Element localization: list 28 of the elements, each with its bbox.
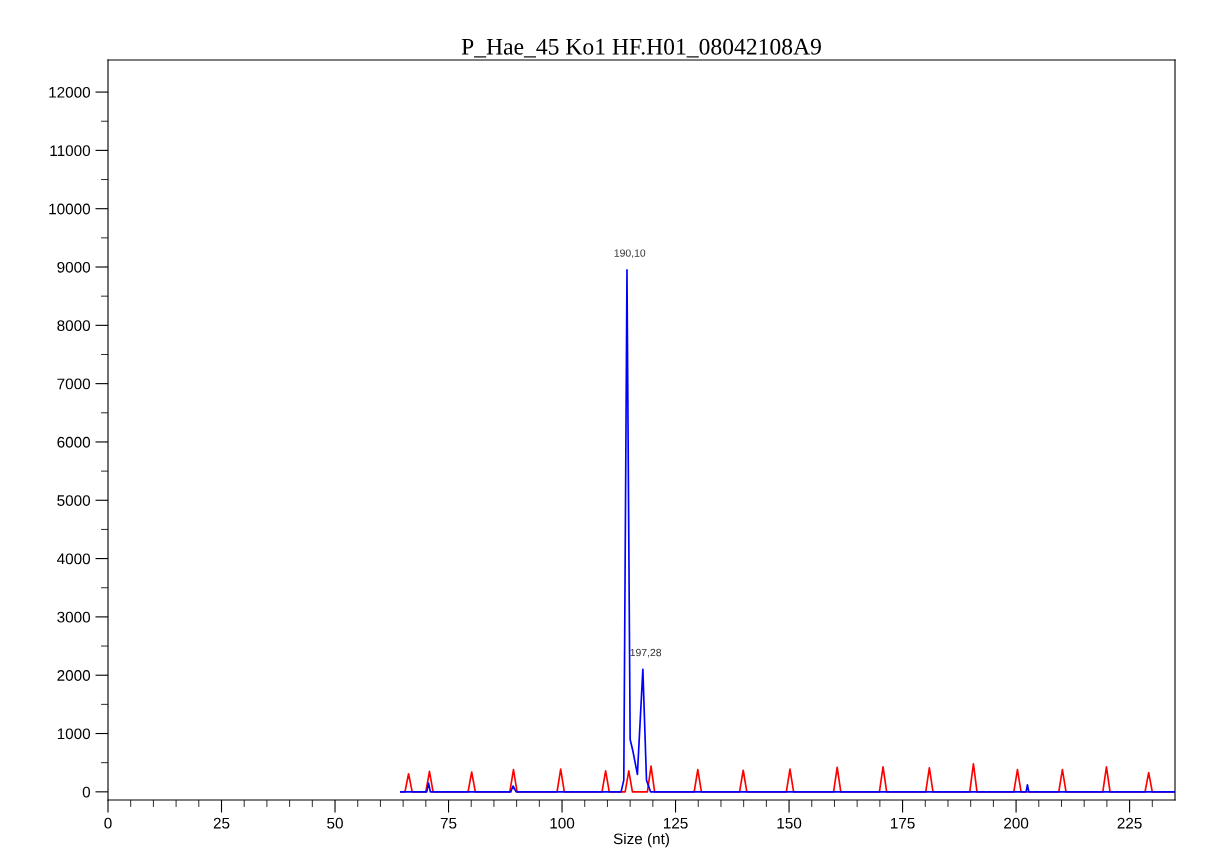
y-tick-label: 3000: [57, 611, 91, 623]
line-series: [400, 269, 1175, 793]
y-tick-label: 5000: [57, 495, 91, 506]
chart-title: P_Hae_45 Ko1 HF.H01_08042108A9: [461, 38, 821, 58]
y-tick-label: 2000: [57, 670, 91, 681]
x-tick-label: 175: [891, 817, 915, 829]
y-tick-label: 4000: [57, 553, 91, 565]
x-tick-label: 200: [1004, 817, 1029, 829]
y-tick-label: 12000: [49, 86, 91, 98]
x-tick-label: 75: [440, 817, 457, 829]
y-tick-label: 8000: [57, 320, 91, 332]
y-tick-label: 6000: [57, 436, 91, 448]
x-tick-label: 25: [213, 817, 230, 829]
x-tick-label: 100: [550, 817, 575, 829]
y-tick-label: 10000: [49, 203, 91, 215]
annotation: 190,10: [614, 249, 646, 258]
x-tick-label: 225: [1117, 817, 1142, 829]
x-axis-title: Size (nt): [613, 832, 669, 848]
x-tick-label: 50: [327, 817, 343, 829]
x-tick-label: 150: [777, 817, 802, 829]
y-tick-label: 0: [82, 786, 91, 798]
y-tick-label: 1000: [57, 728, 91, 740]
x-tick-label: 0: [104, 817, 112, 829]
annotation: 197,28: [630, 648, 662, 658]
y-tick-label: 11000: [50, 145, 91, 157]
y-tick-label: 9000: [57, 261, 91, 273]
y-tick-label: 7000: [57, 378, 91, 390]
x-tick-label: 125: [663, 817, 688, 829]
